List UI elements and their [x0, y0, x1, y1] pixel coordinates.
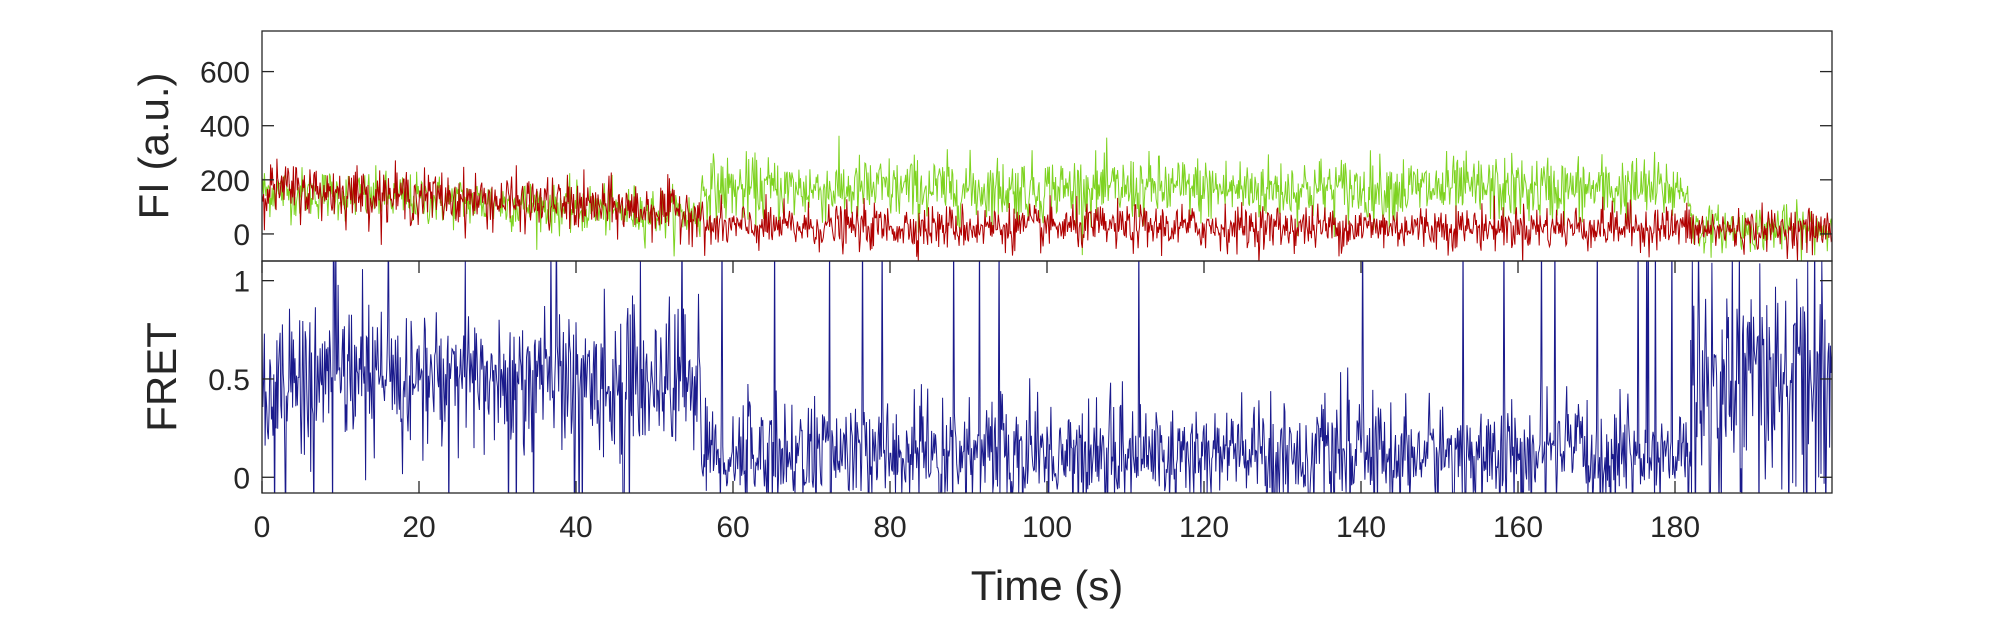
x-tick-label: 180	[1650, 511, 1700, 544]
time-x-axis-label: Time (s)	[971, 562, 1123, 609]
y-tick-label: 200	[200, 165, 250, 198]
y-tick-label: 400	[200, 111, 250, 144]
x-tick-label: 60	[716, 511, 749, 544]
x-tick-label: 140	[1336, 511, 1386, 544]
intensity-y-ticks: 0 200 400 600	[200, 57, 1832, 252]
acceptor-trace-line	[262, 158, 1832, 261]
time-x-ticks: 0 20 40 60 80 100 120 140 160 180	[254, 261, 1700, 544]
fret-trace-line	[262, 261, 1832, 493]
x-tick-label: 100	[1022, 511, 1072, 544]
donor-trace-line	[262, 135, 1832, 261]
y-tick-label: 0	[233, 462, 250, 495]
x-tick-label: 20	[402, 511, 435, 544]
x-tick-label: 120	[1179, 511, 1229, 544]
x-tick-label: 160	[1493, 511, 1543, 544]
y-tick-label: 0.5	[208, 364, 250, 397]
fret-y-ticks: 00.51	[208, 266, 1832, 495]
fret-panel: 00.51 0 20 40 60 80 100 120 140 160 180 FRET Time…	[138, 260, 1833, 609]
intensity-panel: 0 200 400 600 FI (a.u.)	[130, 30, 1833, 262]
intensity-series-group	[262, 135, 1832, 261]
y-tick-label: 1	[233, 266, 250, 299]
fret-series-group	[262, 261, 1832, 493]
fret-y-axis-label: FRET	[138, 322, 185, 432]
x-tick-label: 0	[254, 511, 271, 544]
y-tick-label: 0	[233, 219, 250, 252]
x-tick-label: 40	[559, 511, 592, 544]
x-tick-label: 80	[873, 511, 906, 544]
intensity-y-axis-label: FI (a.u.)	[130, 72, 177, 219]
y-tick-label: 600	[200, 57, 250, 90]
